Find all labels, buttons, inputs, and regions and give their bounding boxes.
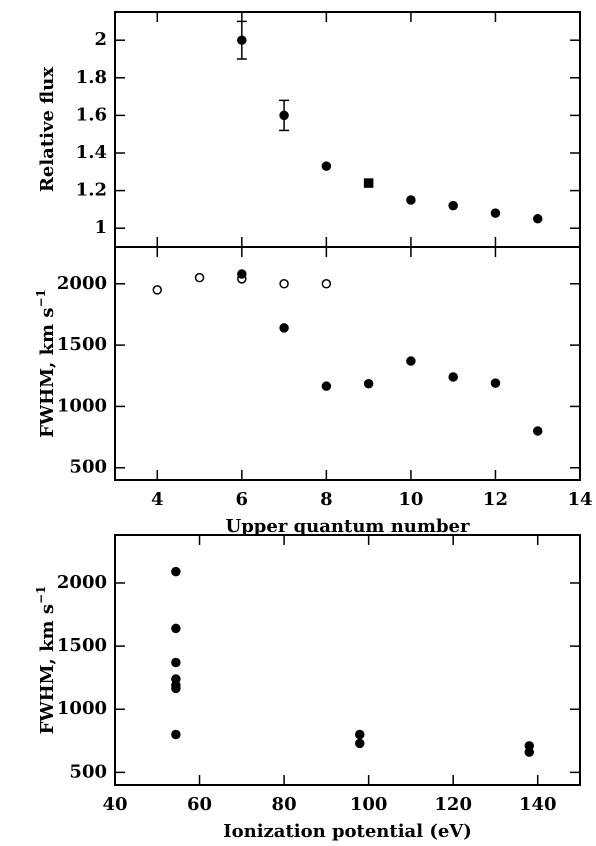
data-point [406,356,416,366]
data-point [355,729,365,740]
data-point [171,623,181,634]
y-axis-label: FWHM, km s−1 [34,586,59,735]
y-axis-label-superscript: −1 [34,586,48,604]
x-axis-label: Upper quantum number [226,516,470,537]
data-point [237,35,247,45]
y-tick-label: 500 [69,457,107,478]
data-point [321,381,332,391]
x-tick-label: 100 [350,794,388,815]
y-tick-label: 1000 [57,698,107,719]
y-tick-label: 1.4 [76,142,107,163]
x-tick-label: 80 [272,794,297,815]
y-axis-label-text: FWHM, km s [37,604,58,734]
y-tick-label: 1.6 [76,104,107,125]
x-tick-label: 60 [187,794,212,815]
data-point [152,285,163,295]
plot-frame [114,534,581,786]
y-axis-label: FWHM, km s−1 [34,289,59,438]
y-tick-label: 1500 [57,635,107,656]
y-axis-label: Relative flux [37,67,58,192]
y-tick-label: 2 [94,29,107,50]
data-point [171,729,181,740]
y-tick-label: 1.2 [76,180,107,201]
data-point [406,195,416,205]
y-tick-label: 1000 [57,395,107,416]
data-point [448,372,458,382]
data-point [490,378,501,388]
data-point [279,279,289,289]
y-tick-label: 1500 [57,334,107,355]
data-point [363,378,374,389]
y-tick-label: 1.8 [76,67,107,88]
data-point [355,738,365,749]
plot-frame [114,11,581,248]
data-point [321,161,332,171]
x-tick-label: 8 [320,489,333,510]
data-point [237,269,247,279]
x-tick-label: 6 [236,489,249,510]
y-tick-label: 500 [69,761,107,782]
data-point [490,208,501,218]
data-point [524,747,535,757]
x-tick-label: 140 [519,794,557,815]
y-axis-label-text: FWHM, km s [37,308,58,438]
data-point [532,214,543,224]
y-tick-label: 2000 [57,572,107,593]
x-tick-label: 12 [483,489,508,510]
data-point [532,426,543,436]
data-point [171,657,181,668]
y-axis-label-text: Relative flux [37,67,58,192]
data-point [363,178,374,188]
x-tick-label: 10 [398,489,423,510]
x-tick-label: 120 [434,794,472,815]
data-point [194,272,205,283]
y-axis-label-superscript: −1 [34,289,48,307]
data-point [171,683,181,694]
data-point [448,200,458,211]
x-tick-label: 40 [102,794,127,815]
x-tick-label: 14 [567,489,592,510]
y-tick-label: 1 [94,217,107,238]
data-point [171,566,181,577]
data-point [279,323,289,333]
plot-frame [114,246,581,481]
data-point [321,279,332,289]
x-tick-label: 4 [151,489,164,510]
y-tick-label: 2000 [57,273,107,294]
x-axis-label: Ionization potential (eV) [223,821,472,842]
data-point [279,110,289,121]
